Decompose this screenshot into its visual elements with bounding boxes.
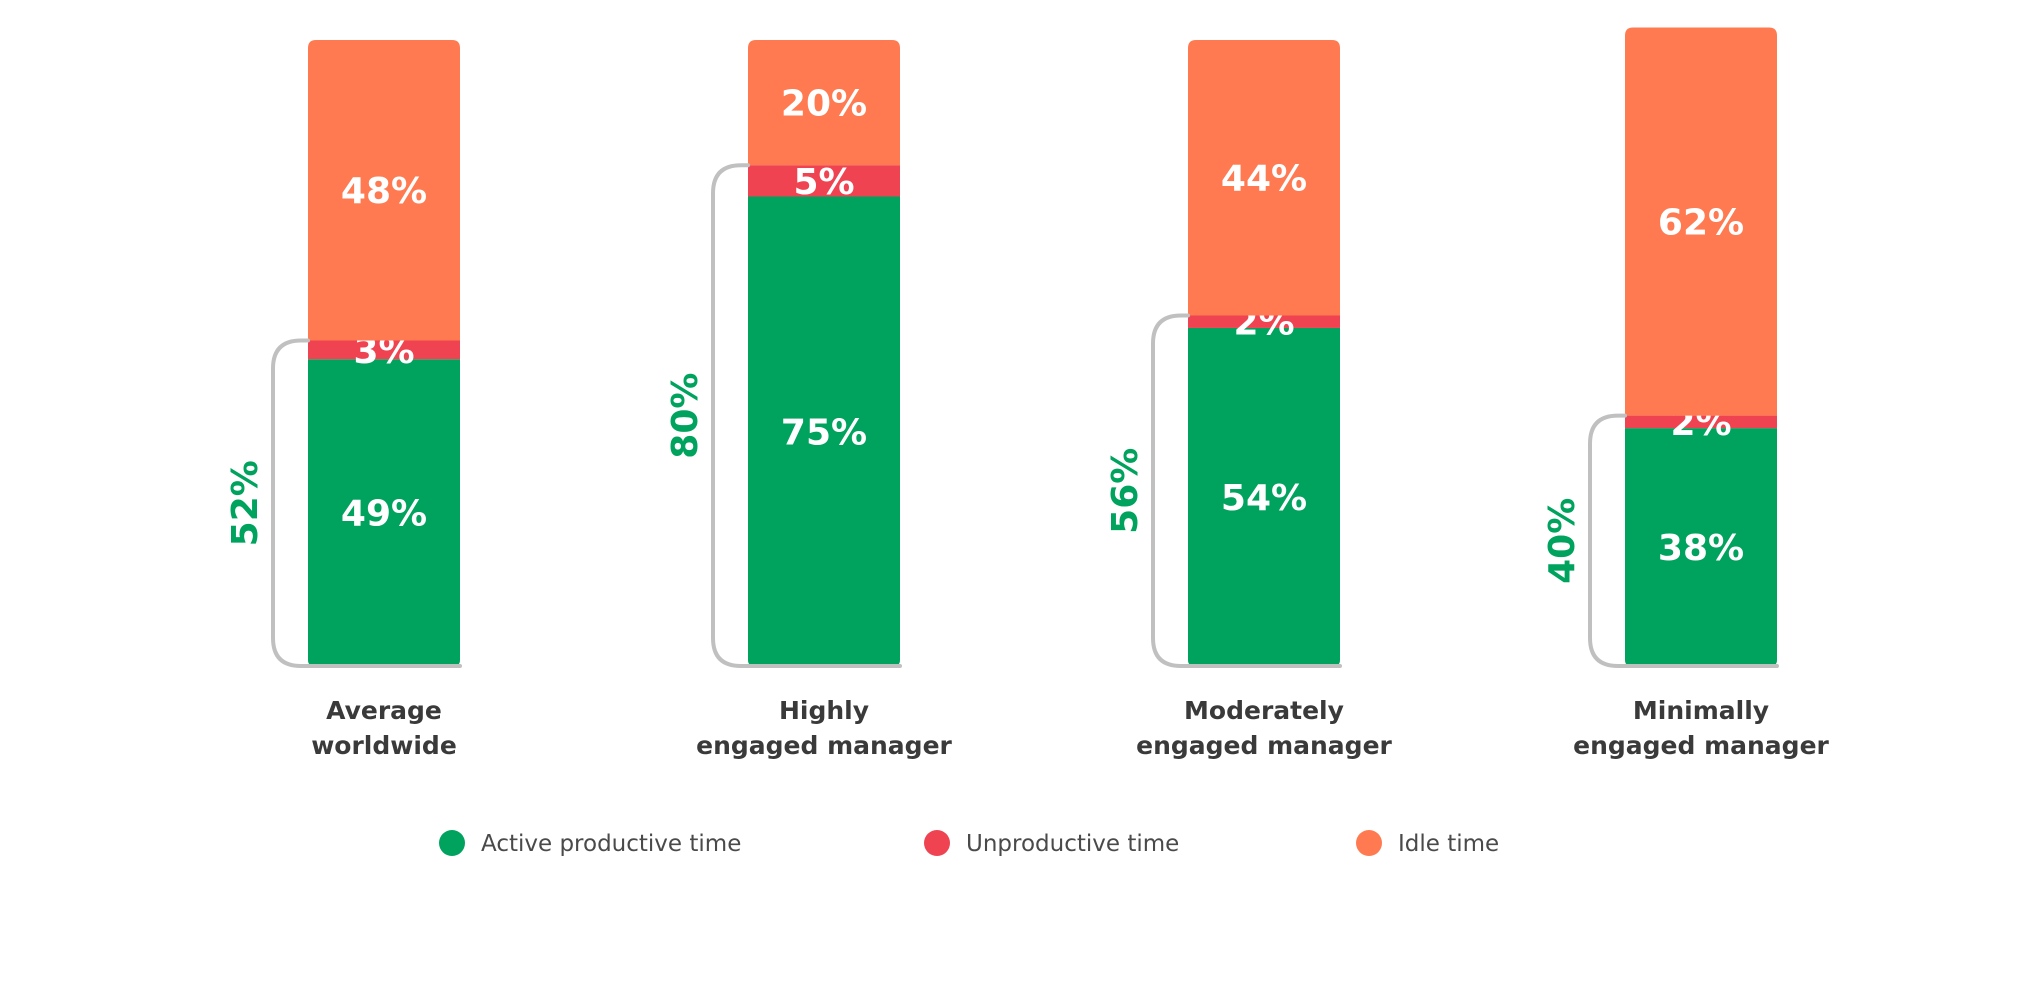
bar-segment [1188,40,1340,316]
bracket-line [1151,313,1342,668]
bar-segment [1625,428,1777,666]
bar-value-label: 20% [781,84,867,125]
legend-label: Unproductive time [966,831,1179,857]
bracket-total-label: 52% [225,460,266,546]
bracket-line [271,338,462,668]
bar-value-label: 38% [1658,528,1744,569]
bar-segment [1188,315,1340,328]
category-label: Highly [779,696,869,725]
bar-value-label: 44% [1221,159,1307,200]
bracket-total-label: 80% [665,373,706,459]
category-label: Average [326,696,442,725]
bracket-line [711,163,902,668]
category-label: engaged manager [1136,731,1392,760]
bar-segment [748,196,900,666]
bar-segment [1625,415,1777,429]
bar-segment [308,359,460,666]
bar-value-label: 49% [341,494,427,535]
category-label: worldwide [311,731,457,760]
legend-swatch [1356,830,1382,856]
legend-swatch [924,830,950,856]
category-label: engaged manager [696,731,952,760]
bar-segment [748,40,900,166]
legend-swatch [439,830,465,856]
bracket-total-label: 56% [1105,448,1146,534]
bar-segment [308,40,460,341]
category-label: Minimally [1633,696,1769,725]
bar-value-label: 5% [793,162,854,203]
bar-value-label: 75% [781,412,867,453]
bracket-line [1588,413,1779,668]
bar-value-label: 54% [1221,478,1307,519]
category-label: Moderately [1184,696,1344,725]
bar-segment [1625,27,1777,416]
bar-segment [1188,327,1340,666]
bar-segment [308,340,460,360]
legend-label: Active productive time [481,831,741,857]
bar-value-label: 62% [1658,203,1744,244]
bar-value-label: 48% [341,171,427,212]
bar-segment [748,165,900,197]
category-label: engaged manager [1573,731,1829,760]
legend-label: Idle time [1398,831,1499,857]
bracket-total-label: 40% [1542,498,1583,584]
